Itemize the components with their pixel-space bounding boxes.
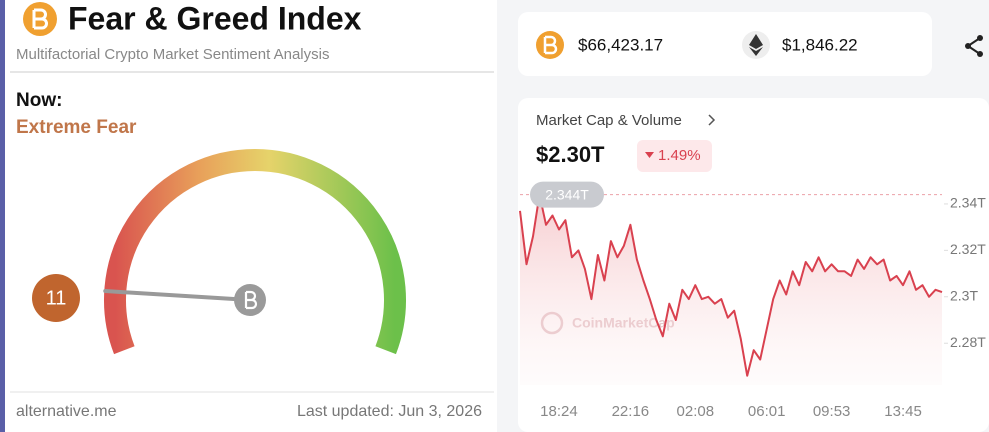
source: alternative.me <box>16 403 117 420</box>
line <box>519 193 943 377</box>
now-label: Now: <box>16 90 62 111</box>
high-label: 2.344T <box>545 186 589 202</box>
y-tick-label: 2.3T <box>950 287 978 303</box>
down-arrow <box>645 152 654 158</box>
needle <box>103 289 252 302</box>
title: Fear & Greed Index <box>68 0 362 36</box>
btc-icon <box>536 31 564 59</box>
btc-logo <box>23 2 57 36</box>
x-tick-label: 06:01 <box>748 403 786 420</box>
gauge-arc <box>104 149 406 355</box>
change-badge <box>637 140 712 172</box>
x-tick-label: 22:16 <box>612 403 650 420</box>
y-tick-label: 2.32T <box>950 241 986 257</box>
value-badge <box>32 274 80 322</box>
price-card <box>518 12 932 76</box>
change: 1.49% <box>658 147 701 164</box>
eth-price: $1,846.22 <box>782 35 858 54</box>
btc-price: $66,423.17 <box>578 35 663 54</box>
frame <box>0 0 5 432</box>
y-tick-label: 2.34T <box>950 195 986 211</box>
chevron <box>708 114 716 126</box>
high-badge <box>530 181 604 208</box>
chart-title[interactable]: Market Cap & Volume <box>536 112 682 129</box>
fng-panel <box>0 0 497 432</box>
x-tick-label: 02:08 <box>677 403 715 420</box>
eth-icon <box>742 31 770 59</box>
x-tick-label: 18:24 <box>540 403 578 420</box>
chart: 2.34T2.32T2.3T2.28TCoinMarketCap2.344T18… <box>519 181 986 420</box>
classification: Extreme Fear <box>16 117 137 138</box>
share-button[interactable] <box>965 35 983 57</box>
headline: $2.30T <box>536 142 605 167</box>
x-tick-label: 13:45 <box>884 403 922 420</box>
updated: Last updated: Jun 3, 2026 <box>297 403 482 420</box>
gauge: 11 <box>32 149 406 355</box>
hub-logo <box>244 290 258 310</box>
subtitle: Multifactorial Crypto Market Sentiment A… <box>16 46 329 63</box>
x-tick-label: 09:53 <box>813 403 851 420</box>
value: 11 <box>46 287 67 309</box>
y-tick-label: 2.28T <box>950 334 986 350</box>
